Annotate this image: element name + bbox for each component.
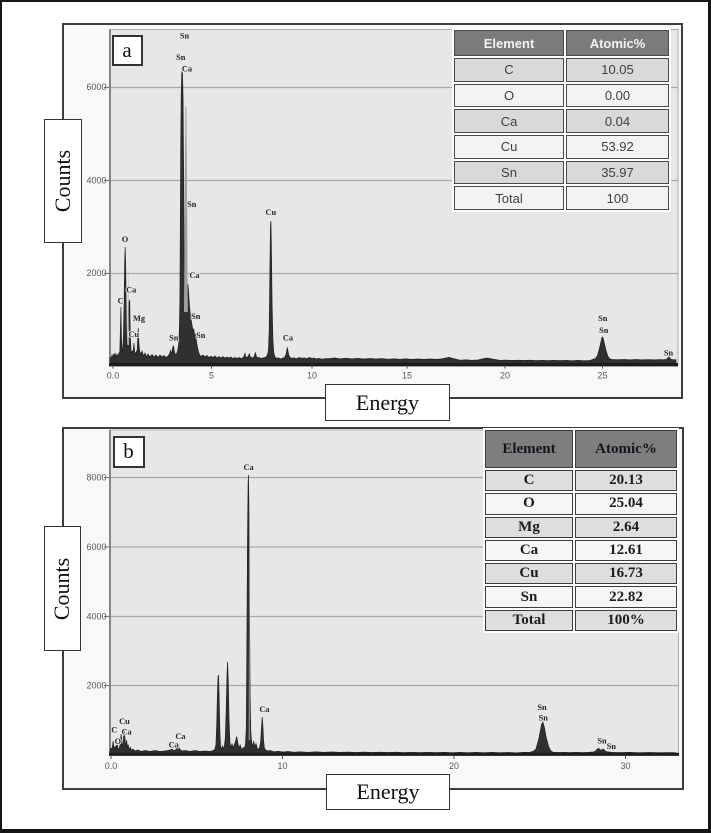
svg-text:Sn: Sn xyxy=(180,32,190,41)
svg-text:Ca: Ca xyxy=(175,732,186,741)
svg-text:Ca: Ca xyxy=(244,463,255,472)
svg-text:4000: 4000 xyxy=(86,612,106,622)
svg-text:Mg: Mg xyxy=(133,314,146,323)
svg-text:Sn: Sn xyxy=(176,53,186,62)
svg-text:O: O xyxy=(115,737,122,746)
svg-text:Sn: Sn xyxy=(598,314,608,323)
svg-text:10: 10 xyxy=(307,371,317,381)
svg-text:0.0: 0.0 xyxy=(105,761,118,771)
svg-text:25: 25 xyxy=(597,371,607,381)
svg-text:Cu: Cu xyxy=(265,208,276,217)
svg-text:Sn: Sn xyxy=(191,312,201,321)
svg-text:6000: 6000 xyxy=(86,542,106,552)
svg-text:2000: 2000 xyxy=(86,681,106,691)
svg-text:Ca: Ca xyxy=(122,728,133,737)
svg-text:Sn: Sn xyxy=(196,331,206,340)
svg-text:Sn: Sn xyxy=(187,200,197,209)
svg-text:Sn: Sn xyxy=(664,349,674,358)
svg-text:Sn: Sn xyxy=(599,326,609,335)
svg-text:8000: 8000 xyxy=(86,473,106,483)
svg-text:5: 5 xyxy=(209,371,214,381)
svg-text:Ca: Ca xyxy=(126,286,137,295)
svg-text:Ca: Ca xyxy=(283,334,294,343)
svg-text:Sn: Sn xyxy=(169,334,179,343)
svg-text:C: C xyxy=(118,297,124,306)
svg-text:4000: 4000 xyxy=(86,175,106,185)
svg-text:Cu: Cu xyxy=(119,717,130,726)
svg-text:Cu: Cu xyxy=(128,330,139,339)
svg-text:O: O xyxy=(122,235,129,244)
svg-text:C: C xyxy=(111,726,117,735)
svg-text:Sn: Sn xyxy=(539,714,549,723)
svg-text:6000: 6000 xyxy=(86,82,106,92)
svg-text:Ca: Ca xyxy=(182,65,193,74)
svg-text:Ca: Ca xyxy=(259,705,270,714)
svg-text:0.0: 0.0 xyxy=(107,371,120,381)
svg-text:Sn: Sn xyxy=(537,703,547,712)
svg-text:Sn: Sn xyxy=(607,742,617,751)
svg-text:15: 15 xyxy=(402,371,412,381)
svg-text:20: 20 xyxy=(500,371,510,381)
svg-text:20: 20 xyxy=(449,761,459,771)
svg-text:Ca: Ca xyxy=(169,741,180,750)
svg-text:10: 10 xyxy=(277,761,287,771)
svg-text:Sn: Sn xyxy=(597,737,607,746)
svg-text:2000: 2000 xyxy=(86,268,106,278)
svg-text:Ca: Ca xyxy=(189,271,200,280)
svg-text:30: 30 xyxy=(620,761,630,771)
